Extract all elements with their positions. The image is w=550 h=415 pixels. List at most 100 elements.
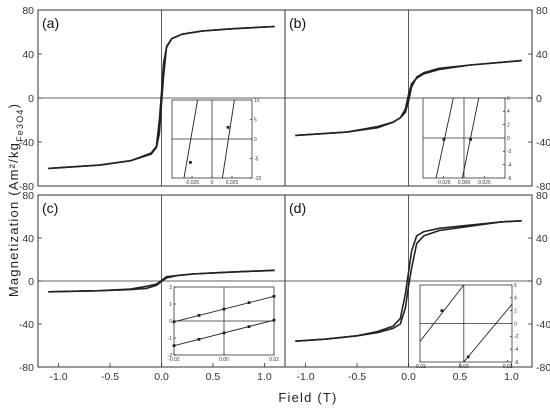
inset-data-marker [222,331,226,335]
panel-label: (c) [42,200,58,216]
inset-y-tick-label: -10 [254,176,261,182]
panel-2: -80 -40 0 40 80 (b) -6 -4 -2 0 2 4 6 -0.025 0.000 0.025 [284,5,550,193]
inset-data-marker [222,307,226,311]
inset-y-tick-label: -2 [514,334,519,340]
y-tick-label: 40 [22,49,34,61]
inset-branch-line [221,99,235,179]
x-tick-label: -0.5 [101,371,119,383]
x-tick-label: 0.0 [154,371,169,383]
inset-y-tick-label: 0 [514,321,517,327]
y-tick-label: 80 [22,190,34,202]
inset-y-tick-label: 1 [169,302,172,308]
y-tick-label: 80 [22,5,34,17]
inset-y-tick-label: 2 [169,285,172,291]
inset-data-marker [247,301,251,305]
inset-data-marker [226,125,230,129]
inset-data-marker [197,337,201,341]
inset-x-tick-label: -0.02 [168,357,180,363]
panel-1: -80 -40 0 40 80 (a) -10 -5 0 5 10 -0.025 0 0.025 [19,5,286,193]
inset-y-tick-label: -6 [514,360,519,366]
panel-3: -80 -40 0 40 80 -1.0 -0.5 0.0 0.5 1.0 (c) -2 -1 0 1 2 -0… [19,190,286,383]
inset-x-tick-label: -0.025 [436,180,450,186]
x-tick-label: 1.0 [504,371,519,383]
ascending-branch [295,59,522,137]
inset-y-tick-label: -2 [168,353,173,359]
inset-x-tick-label: 0 [211,180,214,186]
x-axis-title: Field (T) [278,390,337,405]
x-tick-label: 0.0 [401,371,416,383]
inset-y-tick-label: 2 [514,308,517,314]
y-tick-label: 0 [536,93,542,105]
inset-branch-line [463,303,513,363]
inset-data-marker [272,318,276,322]
inset-x-tick-label: 0.02 [269,357,279,363]
y-tick-label: -80 [19,362,34,374]
inset-data-marker [469,137,472,141]
y-tick-label: -40 [19,137,34,149]
inset-x-tick-label: 0.02 [503,364,513,370]
inset-data-marker [197,313,201,317]
inset-data-marker [442,137,446,141]
inset-plot: -6 -4 -2 0 2 4 6 -0.02 0.00 0.02 [414,283,518,370]
inset-y-tick-label: -4 [514,347,519,353]
inset-y-tick-label: -2 [507,149,512,155]
inset-plot: -10 -5 0 5 10 -0.025 0 0.025 [171,98,261,186]
panel-label: (a) [42,15,59,31]
y-tick-label: 0 [28,276,34,288]
descending-branch [48,269,275,293]
y-tick-label: -80 [19,181,34,193]
inset-x-tick-label: 0.025 [478,180,491,186]
inset-y-tick-label: 6 [507,96,510,102]
inset-data-marker [440,309,444,313]
inset-x-tick-label: 0.000 [458,180,471,186]
y-tick-label: 80 [536,190,548,202]
y-tick-label: -80 [536,362,550,374]
inset-plot: -2 -1 0 1 2 -0.02 0.00 0.02 [168,285,280,363]
inset-y-tick-label: 10 [254,98,260,104]
y-tick-label: 80 [536,5,548,17]
y-tick-label: 0 [536,276,542,288]
x-tick-label: 0.5 [206,371,221,383]
inset-y-tick-label: -6 [507,176,512,182]
inset-data-marker [272,294,276,298]
panel-4: -80 -40 0 40 80 -1.0 -0.5 0.0 0.5 1.0 (d) -6 -4 -2 0 2 4… [284,190,550,383]
y-axis-title-sub: Fe3O4 [15,108,25,142]
inset-y-tick-label: 6 [514,283,517,289]
descending-branch [48,25,275,170]
inset-y-tick-label: 4 [507,109,510,115]
x-tick-label: 0.5 [453,371,468,383]
inset-y-tick-label: -5 [254,156,259,162]
inset-branch-line [419,284,465,342]
inset-data-marker [172,320,176,324]
inset-y-tick-label: 4 [514,296,517,302]
inset-y-tick-label: 2 [507,122,510,128]
y-tick-label: 40 [536,49,548,61]
y-tick-label: 0 [28,93,34,105]
panel-label: (d) [289,200,306,216]
inset-x-tick-label: -0.025 [185,180,199,186]
y-axis-title-close: ) [6,103,21,109]
inset-branch-line [183,99,199,179]
inset-data-marker [466,355,470,359]
inset-data-marker [189,161,192,164]
inset-x-tick-label: -0.02 [414,364,426,370]
inset-data-marker [247,325,251,329]
panel-label: (b) [289,15,306,31]
y-tick-label: -40 [536,319,550,331]
y-axis-title-main: Magnetization (Am²/kg [6,142,21,297]
y-tick-label: -40 [19,319,34,331]
descending-branch [295,220,522,342]
inset-x-tick-label: 0.025 [226,180,239,186]
x-tick-label: -0.5 [348,371,366,383]
x-tick-label: 1.0 [257,371,272,383]
x-tick-label: -1.0 [297,371,315,383]
y-tick-label: -80 [536,181,550,193]
inset-y-tick-label: 0 [254,137,257,143]
y-tick-label: 40 [536,233,548,245]
y-tick-label: 40 [22,233,34,245]
descending-branch [295,59,522,137]
inset-x-tick-label: 0.00 [219,357,229,363]
y-tick-label: -40 [536,137,550,149]
